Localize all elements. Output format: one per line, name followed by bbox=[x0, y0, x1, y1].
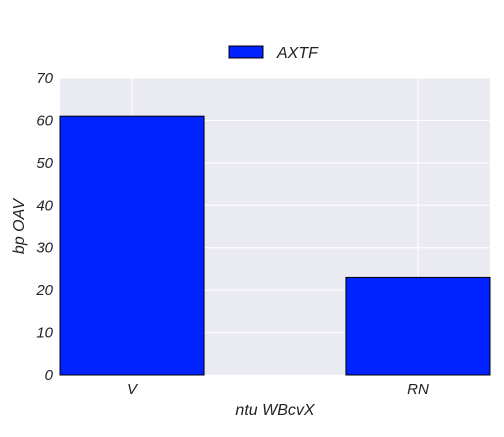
legend: AXTF bbox=[228, 45, 319, 62]
y-tick-label: 20 bbox=[35, 282, 53, 299]
legend-swatch-axtf bbox=[228, 45, 264, 59]
y-tick-label: 0 bbox=[45, 367, 54, 384]
y-tick-label: 40 bbox=[36, 197, 53, 214]
x-tick-label: RN bbox=[407, 381, 429, 398]
x-tick-labels: V RN bbox=[127, 381, 429, 398]
y-tick-label: 50 bbox=[36, 155, 53, 172]
y-tick-label: 60 bbox=[36, 112, 53, 129]
y-axis-title: bp OAV bbox=[11, 198, 28, 254]
y-tick-label: 70 bbox=[36, 70, 53, 87]
y-tick-label: 30 bbox=[36, 240, 53, 257]
x-axis-title: ntu WBcvX bbox=[235, 402, 315, 419]
y-tick-labels: 0 10 20 30 40 50 60 70 bbox=[35, 70, 53, 384]
bar-rn bbox=[345, 276, 491, 376]
y-tick-label: 10 bbox=[36, 325, 53, 342]
bars bbox=[59, 115, 491, 376]
legend-label-axtf: AXTF bbox=[276, 45, 319, 62]
bar-v bbox=[59, 115, 205, 376]
x-tick-label: V bbox=[127, 381, 139, 398]
